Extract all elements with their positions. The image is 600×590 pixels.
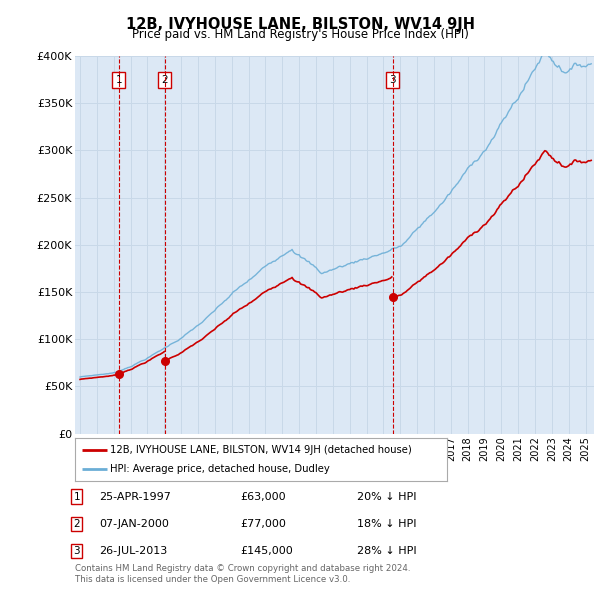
Text: HPI: Average price, detached house, Dudley: HPI: Average price, detached house, Dudl…: [110, 464, 330, 474]
Text: 07-JAN-2000: 07-JAN-2000: [99, 519, 169, 529]
Text: 28% ↓ HPI: 28% ↓ HPI: [357, 546, 416, 556]
Text: 3: 3: [73, 546, 80, 556]
Text: 3: 3: [389, 75, 396, 84]
Text: £145,000: £145,000: [240, 546, 293, 556]
Text: 2: 2: [161, 75, 168, 84]
Text: 12B, IVYHOUSE LANE, BILSTON, WV14 9JH: 12B, IVYHOUSE LANE, BILSTON, WV14 9JH: [125, 17, 475, 31]
Text: 25-APR-1997: 25-APR-1997: [99, 492, 171, 502]
Text: 1: 1: [73, 492, 80, 502]
Text: 12B, IVYHOUSE LANE, BILSTON, WV14 9JH (detached house): 12B, IVYHOUSE LANE, BILSTON, WV14 9JH (d…: [110, 445, 412, 455]
Text: This data is licensed under the Open Government Licence v3.0.: This data is licensed under the Open Gov…: [75, 575, 350, 584]
Text: £63,000: £63,000: [240, 492, 286, 502]
Text: 1: 1: [115, 75, 122, 84]
Text: 20% ↓ HPI: 20% ↓ HPI: [357, 492, 416, 502]
Text: Price paid vs. HM Land Registry's House Price Index (HPI): Price paid vs. HM Land Registry's House …: [131, 28, 469, 41]
Text: 18% ↓ HPI: 18% ↓ HPI: [357, 519, 416, 529]
Text: 2: 2: [73, 519, 80, 529]
Text: 26-JUL-2013: 26-JUL-2013: [99, 546, 167, 556]
Text: Contains HM Land Registry data © Crown copyright and database right 2024.: Contains HM Land Registry data © Crown c…: [75, 565, 410, 573]
Text: £77,000: £77,000: [240, 519, 286, 529]
